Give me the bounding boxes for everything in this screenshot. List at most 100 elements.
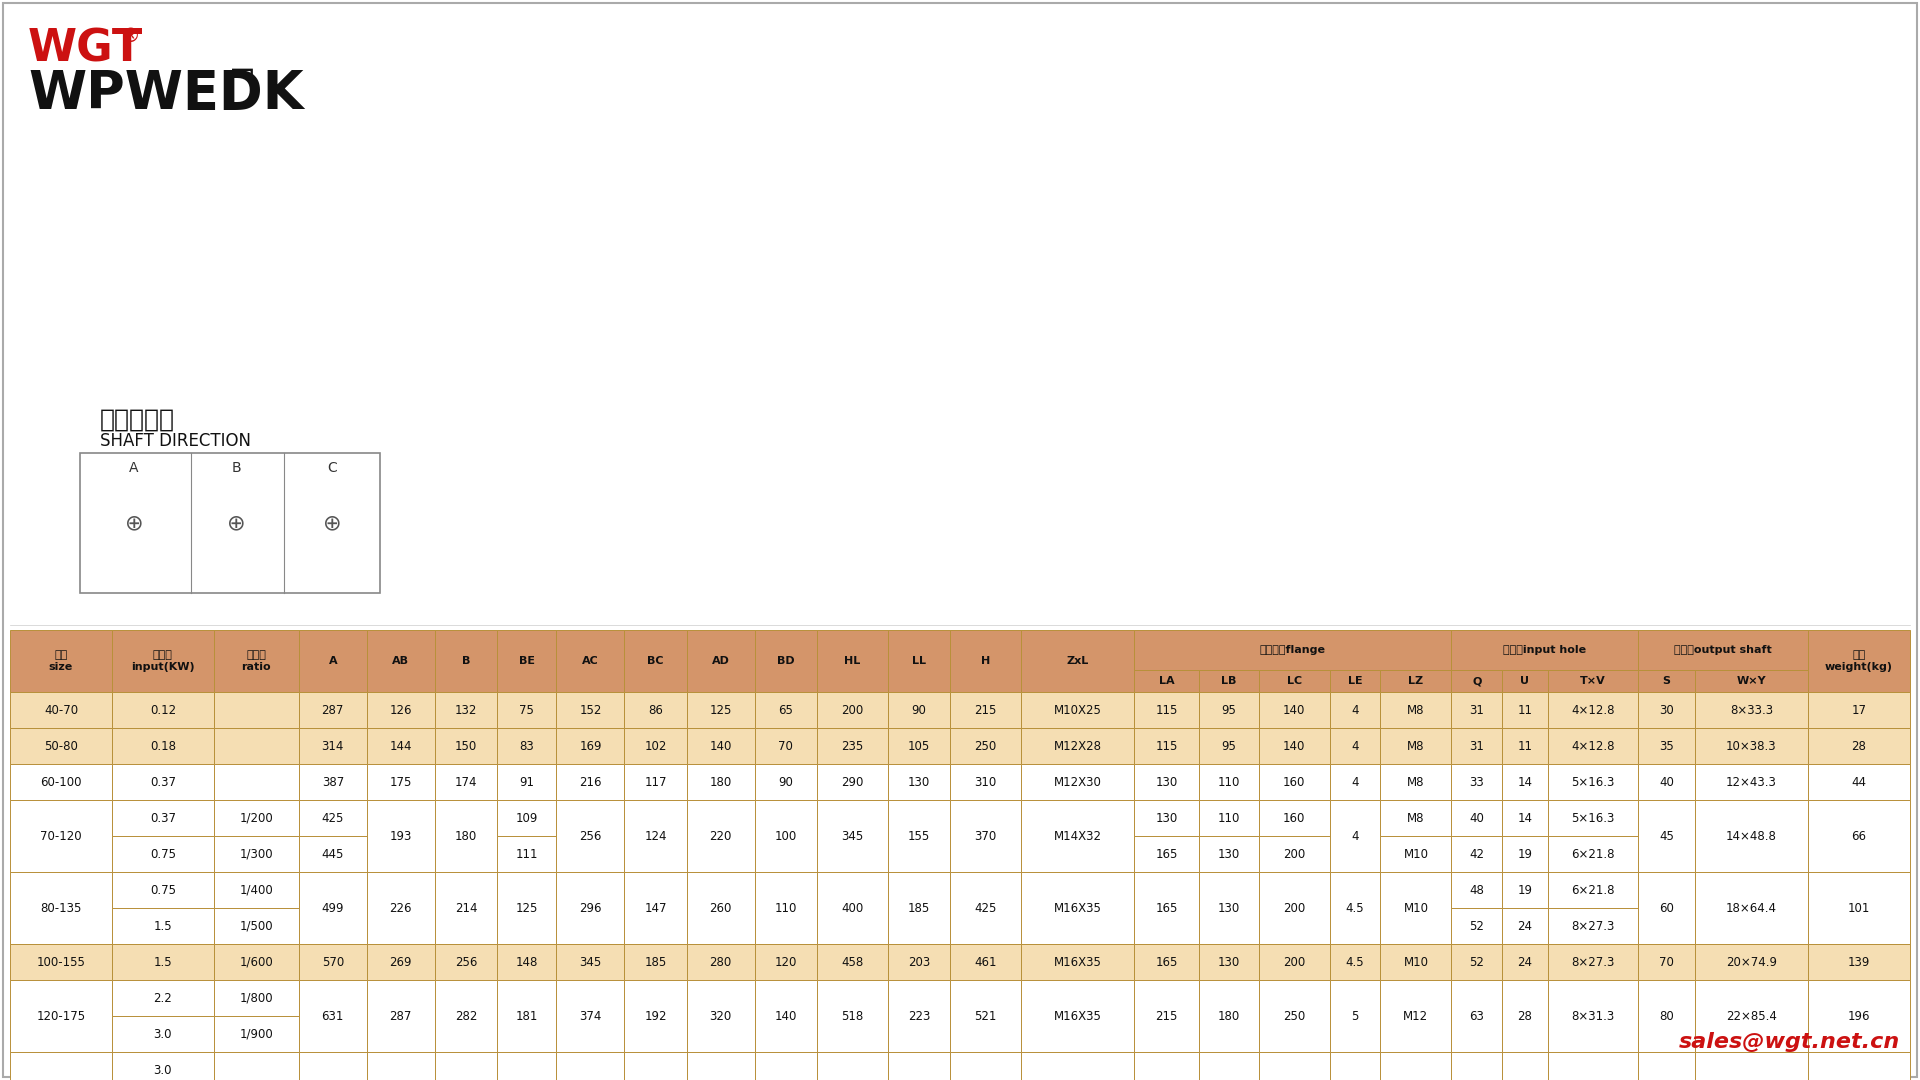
Text: 60-100: 60-100 <box>40 775 83 788</box>
Text: 40-70: 40-70 <box>44 703 79 716</box>
Text: 148: 148 <box>516 956 538 969</box>
Text: 4: 4 <box>1352 740 1359 753</box>
Text: 124: 124 <box>645 829 666 842</box>
Text: 110: 110 <box>1217 811 1240 824</box>
Bar <box>1548 980 1638 1052</box>
Text: ⊕: ⊕ <box>323 513 342 534</box>
Bar <box>1260 872 1329 944</box>
Text: 165: 165 <box>1156 902 1177 915</box>
Text: 4.5: 4.5 <box>1346 902 1365 915</box>
Bar <box>1548 1052 1638 1080</box>
Text: 215: 215 <box>973 703 996 716</box>
Text: 180: 180 <box>455 829 476 842</box>
Bar <box>497 980 557 1052</box>
Text: 631: 631 <box>323 1010 344 1023</box>
Bar <box>10 630 111 692</box>
Text: 102: 102 <box>645 740 666 753</box>
Text: M14X32: M14X32 <box>1054 829 1102 842</box>
Bar <box>755 944 818 980</box>
Text: 30: 30 <box>1659 703 1674 716</box>
Bar <box>10 872 111 944</box>
Text: 轴指向表示: 轴指向表示 <box>100 408 175 432</box>
Text: 5×16.3: 5×16.3 <box>1571 775 1615 788</box>
Text: 216: 216 <box>580 775 601 788</box>
Bar <box>887 692 950 728</box>
Text: BC: BC <box>647 656 664 666</box>
Bar <box>367 630 434 692</box>
Text: 40: 40 <box>1659 775 1674 788</box>
Text: 458: 458 <box>841 956 864 969</box>
Text: ZxL: ZxL <box>1066 656 1089 666</box>
Text: WPWEDK: WPWEDK <box>29 68 303 120</box>
Text: LA: LA <box>1160 676 1175 686</box>
Text: H: H <box>981 656 991 666</box>
Bar <box>1329 872 1380 944</box>
Bar <box>213 836 300 872</box>
Text: 40: 40 <box>1469 811 1484 824</box>
Text: 117: 117 <box>645 775 666 788</box>
Text: 180: 180 <box>1217 1010 1240 1023</box>
Text: 1/500: 1/500 <box>240 919 273 932</box>
Bar <box>1548 670 1638 692</box>
Bar <box>950 728 1021 764</box>
Bar <box>1260 1052 1329 1080</box>
Bar <box>111 800 213 836</box>
Text: 90: 90 <box>778 775 793 788</box>
Bar <box>1260 670 1329 692</box>
Bar <box>1548 908 1638 944</box>
Text: AC: AC <box>582 656 599 666</box>
Bar <box>434 630 497 692</box>
Bar <box>950 692 1021 728</box>
Bar <box>1260 944 1329 980</box>
Bar <box>497 728 557 764</box>
Bar <box>1452 836 1501 872</box>
Bar <box>300 764 367 800</box>
Bar <box>1329 728 1380 764</box>
Bar <box>111 944 213 980</box>
Text: 280: 280 <box>710 956 732 969</box>
Bar <box>624 944 687 980</box>
Bar <box>1638 630 1809 670</box>
Text: 256: 256 <box>580 829 601 842</box>
Bar <box>1200 692 1260 728</box>
Bar <box>1501 764 1548 800</box>
Text: 499: 499 <box>321 902 344 915</box>
Text: 1.5: 1.5 <box>154 956 173 969</box>
Bar <box>1329 800 1380 872</box>
Text: A: A <box>328 656 338 666</box>
Bar <box>1638 728 1695 764</box>
Text: 0.37: 0.37 <box>150 811 177 824</box>
Bar <box>213 1052 300 1080</box>
Bar <box>111 630 213 692</box>
Text: 180: 180 <box>710 775 732 788</box>
Bar <box>1135 836 1200 872</box>
Text: 140: 140 <box>1283 703 1306 716</box>
Text: 174: 174 <box>455 775 478 788</box>
Bar <box>1329 764 1380 800</box>
Bar <box>1695 692 1809 728</box>
Text: 196: 196 <box>1847 1010 1870 1023</box>
Text: 518: 518 <box>841 1010 864 1023</box>
Bar <box>367 764 434 800</box>
Bar <box>950 980 1021 1052</box>
Text: 290: 290 <box>841 775 864 788</box>
Text: 入力孔input hole: 入力孔input hole <box>1503 645 1586 654</box>
Text: 160: 160 <box>1283 775 1306 788</box>
Text: 42: 42 <box>1469 848 1484 861</box>
Text: 22×85.4: 22×85.4 <box>1726 1010 1776 1023</box>
Bar <box>1452 692 1501 728</box>
Bar <box>213 944 300 980</box>
Text: SHAFT DIRECTION: SHAFT DIRECTION <box>100 432 252 450</box>
Text: 2.2: 2.2 <box>154 991 173 1004</box>
Bar <box>1695 944 1809 980</box>
Bar <box>213 872 300 908</box>
Bar <box>818 944 887 980</box>
Bar <box>1501 800 1548 836</box>
Text: 31: 31 <box>1469 740 1484 753</box>
Text: 250: 250 <box>973 740 996 753</box>
Bar <box>1380 764 1452 800</box>
Text: 0.18: 0.18 <box>150 740 177 753</box>
Bar <box>687 728 755 764</box>
Text: 12×43.3: 12×43.3 <box>1726 775 1776 788</box>
Bar <box>434 872 497 944</box>
